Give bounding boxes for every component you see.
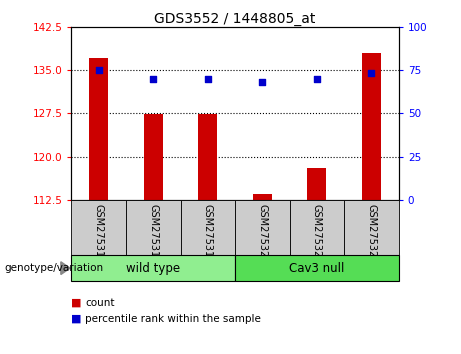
- Text: GSM275321: GSM275321: [257, 204, 267, 263]
- Title: GDS3552 / 1448805_at: GDS3552 / 1448805_at: [154, 12, 316, 25]
- Bar: [253, 194, 272, 200]
- Text: percentile rank within the sample: percentile rank within the sample: [85, 314, 261, 324]
- Text: Cav3 null: Cav3 null: [289, 262, 345, 275]
- Point: [313, 76, 321, 81]
- Bar: [307, 168, 326, 200]
- Bar: [198, 114, 218, 200]
- Bar: [89, 58, 108, 200]
- Bar: [144, 114, 163, 200]
- Bar: [126, 200, 181, 255]
- Bar: [71, 255, 235, 281]
- Text: ■: ■: [71, 314, 82, 324]
- Bar: [344, 200, 399, 255]
- Bar: [235, 255, 399, 281]
- Bar: [235, 200, 290, 255]
- Point: [95, 67, 102, 73]
- Text: ■: ■: [71, 298, 82, 308]
- Point: [149, 76, 157, 81]
- Bar: [71, 200, 126, 255]
- Bar: [181, 200, 235, 255]
- Text: wild type: wild type: [126, 262, 180, 275]
- Bar: [290, 200, 344, 255]
- Point: [259, 79, 266, 85]
- Text: GSM275322: GSM275322: [312, 204, 322, 263]
- Polygon shape: [61, 262, 70, 275]
- Point: [204, 76, 212, 81]
- Text: GSM275317: GSM275317: [203, 204, 213, 263]
- Text: GSM275316: GSM275316: [148, 204, 158, 263]
- Text: count: count: [85, 298, 115, 308]
- Text: genotype/variation: genotype/variation: [5, 263, 104, 273]
- Bar: [362, 53, 381, 200]
- Point: [368, 70, 375, 76]
- Text: GSM275323: GSM275323: [366, 204, 377, 263]
- Text: GSM275315: GSM275315: [94, 204, 104, 263]
